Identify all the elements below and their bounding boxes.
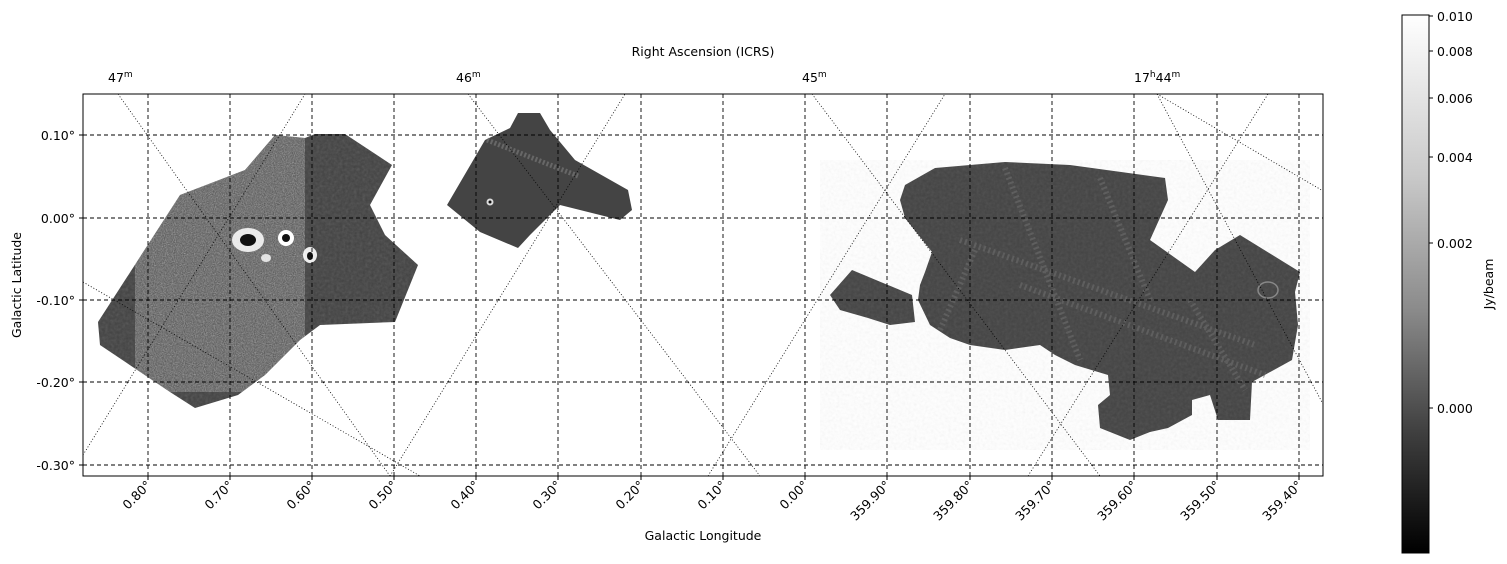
colorbar-gradient: [1401, 14, 1430, 554]
glat-tick-label: -0.10°: [36, 293, 75, 308]
glon-tick-label: 359.80°: [930, 478, 976, 524]
top-axis-title: Right Ascension (ICRS): [632, 44, 775, 59]
equatorial-grid: [83, 94, 1323, 476]
glon-tick-label: 359.90°: [847, 478, 893, 524]
glon-tick-label: 0.40°: [447, 478, 482, 513]
glon-tick-label: 0.00°: [776, 478, 811, 513]
glon-tick-label: 0.80°: [119, 478, 154, 513]
glat-tick-label: -0.20°: [36, 375, 75, 390]
glon-tick-label: 359.60°: [1094, 478, 1140, 524]
glon-tick-labels: 0.80° 0.70° 0.60° 0.50° 0.40° 0.30° 0.20…: [119, 478, 1305, 524]
bottom-axis-title: Galactic Longitude: [645, 528, 762, 543]
ra-tick-label: 47m: [108, 70, 133, 85]
glon-tick-label: 0.50°: [365, 478, 400, 513]
glon-tick-marks: [147, 476, 1300, 480]
glat-tick-label: -0.30°: [36, 458, 75, 473]
glon-tick-label: 0.60°: [283, 478, 318, 513]
mosaic-seams: [937, 166, 1267, 392]
glat-tick-label: 0.10°: [41, 128, 75, 143]
glon-tick-label: 0.20°: [612, 478, 647, 513]
eastern-mosaic: [820, 160, 1310, 450]
eastern-texture: [820, 160, 1310, 450]
ring-source: [1257, 281, 1279, 299]
texture-overlay: [98, 134, 418, 408]
colorbar-tick-label: 0.006: [1437, 91, 1473, 106]
glon-tick-label: 359.70°: [1012, 478, 1058, 524]
plot-frame: [82, 93, 1324, 477]
colorbar-tick-marks: [1429, 15, 1433, 409]
colorbar-tick-label: 0.000: [1437, 401, 1473, 416]
colorbar-tick-label: 0.008: [1437, 44, 1473, 59]
colorbar-tick-label: 0.004: [1437, 150, 1473, 165]
central-field: [447, 113, 632, 248]
central-field-base: [447, 113, 632, 248]
glon-tick-label: 359.50°: [1177, 478, 1223, 524]
ra-tick-label: 45m: [802, 70, 827, 85]
colorbar-title: Jy/beam: [1481, 259, 1496, 311]
glat-tick-labels: 0.10° 0.00° -0.10° -0.20° -0.30°: [36, 128, 75, 473]
galactic-grid: [83, 94, 1323, 476]
colorbar: 0.010 0.008 0.006 0.004 0.002 0.000 Jy/b…: [1401, 9, 1496, 554]
bright-source-cluster: [232, 228, 317, 263]
image-fields: [98, 113, 1310, 450]
western-mosaic: [98, 134, 418, 408]
colorbar-tick-label: 0.010: [1437, 9, 1473, 24]
colorbar-tick-label: 0.002: [1437, 236, 1473, 251]
ra-tick-label: 17h44m: [1134, 70, 1180, 85]
glat-tick-marks: [79, 134, 83, 466]
glon-tick-label: 0.70°: [201, 478, 236, 513]
ra-tick-labels: 47m 46m 45m 17h44m: [108, 70, 1180, 85]
glon-tick-label: 359.40°: [1259, 478, 1305, 524]
glon-tick-label: 0.10°: [694, 478, 729, 513]
left-axis-title: Galactic Latitude: [9, 232, 24, 338]
glon-tick-label: 0.30°: [529, 478, 564, 513]
glat-tick-label: 0.00°: [41, 211, 75, 226]
ra-tick-label: 46m: [456, 70, 481, 85]
